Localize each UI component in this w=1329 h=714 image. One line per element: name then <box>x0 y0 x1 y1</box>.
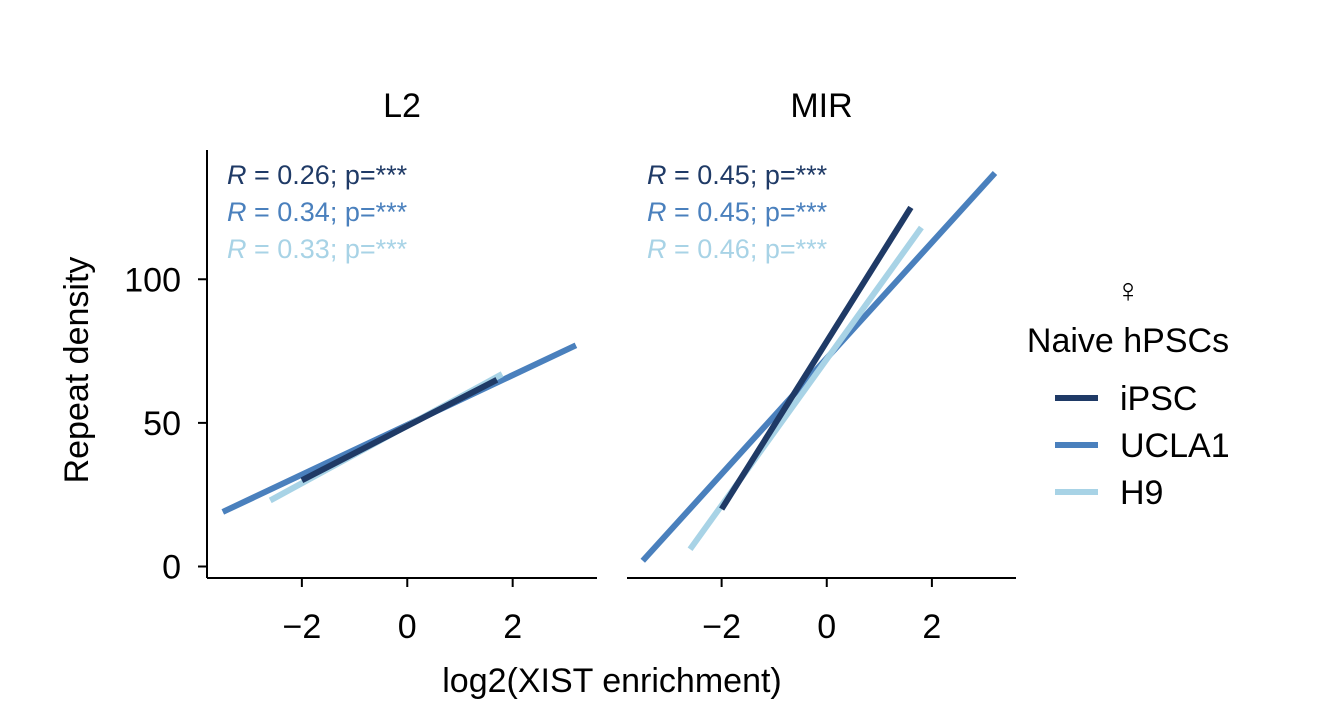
legend-entries: iPSC UCLA1 H9 <box>1055 380 1230 512</box>
correlation-value: = 0.45; p=*** <box>667 197 828 227</box>
r-symbol: R <box>647 197 667 227</box>
series-line-ipsc <box>300 377 499 484</box>
correlation-value: = 0.34; p=*** <box>247 197 408 227</box>
r-symbol: R <box>647 234 667 264</box>
series-line-ipsc <box>719 205 914 511</box>
correlation-value: = 0.45; p=*** <box>667 160 828 190</box>
correlation-value: = 0.26; p=*** <box>247 160 408 190</box>
x-tick-label: −2 <box>282 608 321 646</box>
x-tick-label: −2 <box>702 608 741 646</box>
r-symbol: R <box>647 160 667 190</box>
r-symbol: R <box>227 160 247 190</box>
y-tick-label: 0 <box>162 549 181 587</box>
y-tick-label: 50 <box>143 405 181 443</box>
correlation-label-ucla1: R = 0.45; p=*** <box>647 197 828 227</box>
correlation-label-ucla1: R = 0.34; p=*** <box>227 197 408 227</box>
legend-symbol: ♀ <box>1115 272 1141 310</box>
correlation-value: = 0.33; p=*** <box>247 234 408 264</box>
correlation-value: = 0.46; p=*** <box>667 234 828 264</box>
panel-mir: MIR−2 0 2R = 0.45; p=***R = 0.45; p=***R =… <box>627 87 1016 646</box>
x-tick-label: 2 <box>503 608 522 646</box>
correlation-label-h9: R = 0.46; p=*** <box>647 234 828 264</box>
x-tick-label: 0 <box>398 608 417 646</box>
panel-title: MIR <box>790 87 852 125</box>
x-axis-title: log2(XIST enrichment) <box>442 662 782 700</box>
y-tick-label: 100 <box>124 261 181 299</box>
legend: ♀ Naive hPSCs iPSC UCLA1 H9 <box>1027 272 1230 512</box>
correlation-label-ipsc: R = 0.45; p=*** <box>647 160 828 190</box>
legend-label-h9: H9 <box>1120 474 1163 512</box>
panel-title: L2 <box>383 87 421 125</box>
x-tick-label: 0 <box>817 608 836 646</box>
x-tick-label: 2 <box>922 608 941 646</box>
y-axis-title: Repeat density <box>58 257 96 484</box>
legend-title: Naive hPSCs <box>1027 322 1229 360</box>
legend-label-ipsc: iPSC <box>1120 380 1197 418</box>
correlation-label-ipsc: R = 0.26; p=*** <box>227 160 408 190</box>
legend-label-ucla1: UCLA1 <box>1120 427 1230 465</box>
r-symbol: R <box>227 234 247 264</box>
correlation-label-h9: R = 0.33; p=*** <box>227 234 408 264</box>
r-symbol: R <box>227 197 247 227</box>
